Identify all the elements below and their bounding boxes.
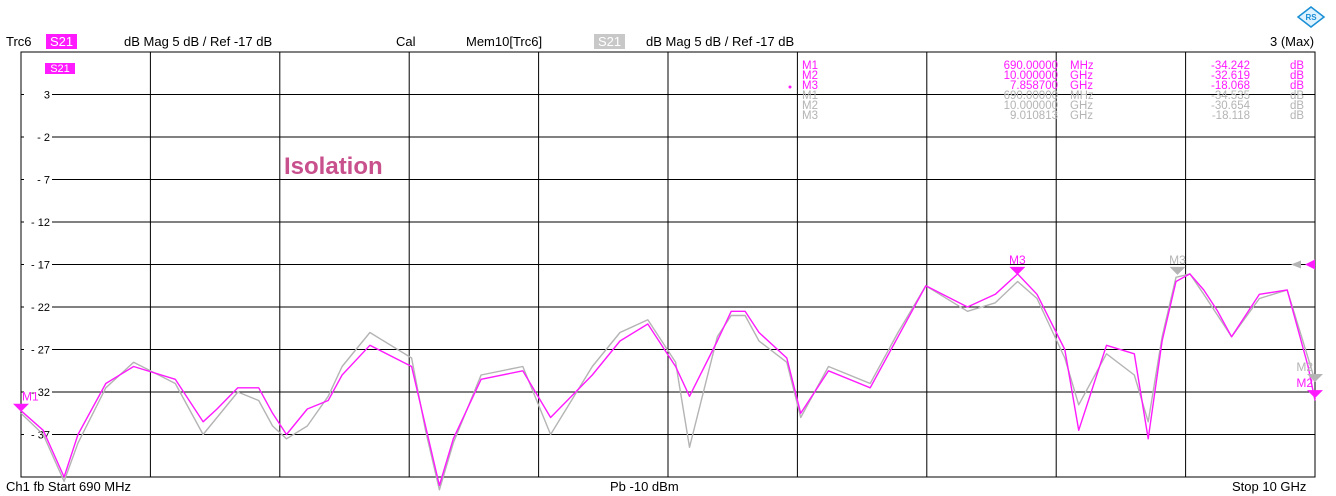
marker-row-vunit: dB [1290, 90, 1304, 102]
trace-line-memory [20, 273, 1316, 491]
y-tick-label: 3 [44, 90, 50, 102]
ref-level-memory-arrow-icon [1291, 260, 1301, 269]
y-tick-label: - 2 [37, 132, 50, 144]
marker-table: M1 690.00000 MHz -34.242 dB M2 10.000000 GHz -32… [788, 60, 1304, 122]
y-tick-label: - 12 [31, 217, 50, 229]
y-tick-label-bg [24, 172, 52, 187]
marker-row-value: -18.118 [1212, 110, 1250, 122]
marker-row-x: 9.010813 [1010, 110, 1058, 122]
y-tick-label: - 27 [31, 345, 50, 357]
marker-row-unit: MHz [1070, 90, 1094, 102]
y-tick-label: - 22 [31, 302, 50, 314]
stop-info[interactable]: Stop 10 GHz [1232, 479, 1307, 494]
marker-row-vunit: dB [1290, 60, 1304, 72]
marker-row-name: M1 [802, 90, 818, 102]
cal-indicator: Cal [396, 34, 416, 49]
trace-name-label: S21 [50, 63, 70, 75]
memory-trace-id[interactable]: Mem10[Trc6] [466, 34, 543, 49]
memory-param-badge[interactable]: S21 [594, 34, 626, 49]
y-axis-labels: 3- 2- 7- 12- 17- 22- 27- 32- 37 [24, 87, 52, 442]
active-marker-dot [788, 85, 792, 89]
marker-row-value: -32.619 [1211, 70, 1250, 82]
marker-row-x: 690.00000 [1004, 90, 1058, 102]
y-tick-label-bg [24, 385, 52, 399]
isolation-annotation: Isolation [284, 153, 383, 180]
y-tick-label-bg [24, 215, 52, 229]
marker-row-name: M2 [802, 70, 818, 82]
marker-m1-icon[interactable] [13, 403, 29, 412]
channel-footer: Ch1 fb Start 690 MHz Pb -10 dBm Stop 10 … [0, 479, 1336, 495]
marker-row-unit: GHz [1070, 80, 1093, 92]
marker-row-name: M2 [802, 100, 818, 112]
marker-m2-icon[interactable] [1307, 390, 1323, 399]
y-tick-label-bg [24, 130, 52, 144]
marker-row-unit: GHz [1070, 70, 1093, 82]
marker-row-value: -30.654 [1211, 100, 1251, 112]
y-tick-label: - 7 [37, 175, 50, 187]
marker-row-x: 10.000000 [1004, 100, 1058, 112]
ref-level-arrow-icon [1305, 259, 1315, 270]
marker-row-x: 690.00000 [1004, 60, 1058, 72]
marker-row-unit: MHz [1070, 60, 1094, 72]
trace-param-badge[interactable]: S21 [46, 34, 78, 49]
marker-label: M3 [1169, 253, 1186, 267]
marker-label: M3 [1009, 253, 1026, 267]
marker-row-name: M3 [802, 110, 818, 122]
power-info[interactable]: Pb -10 dBm [610, 479, 679, 494]
marker-label: M2 [1296, 360, 1313, 374]
channel-info[interactable]: Ch1 fb Start 690 MHz [6, 479, 131, 494]
max-indicator: 3 (Max) [1270, 34, 1315, 49]
marker-row-value: -34.535 [1211, 90, 1250, 102]
trace-id[interactable]: Trc6 [6, 34, 32, 49]
annotations: S21 Isolation [45, 63, 383, 180]
y-tick-label-bg [24, 257, 52, 272]
trace-format[interactable]: dB Mag 5 dB / Ref -17 dB [124, 34, 273, 49]
marker-row-x: 10.000000 [1004, 70, 1058, 82]
marker-row-vunit: dB [1290, 100, 1304, 112]
marker-m2-icon[interactable] [1307, 373, 1323, 382]
traces [20, 273, 1316, 491]
marker-row-value: -34.242 [1211, 60, 1250, 72]
marker-row-x: 7.858700 [1010, 80, 1058, 92]
marker-m3-icon[interactable] [1169, 266, 1186, 275]
trace-line-s21 [20, 273, 1316, 487]
marker-row-name: M1 [802, 60, 818, 72]
rohde-schwarz-logo-icon: RS [1296, 6, 1326, 28]
svg-text:RS: RS [1305, 13, 1317, 22]
marker-row-name: M3 [802, 80, 818, 92]
marker-label: M1 [22, 390, 39, 404]
y-tick-label-bg [24, 342, 52, 357]
y-tick-label-bg [24, 87, 52, 102]
trace-name-badge [45, 63, 75, 74]
grid [20, 51, 1316, 478]
marker-row-value: -18.068 [1211, 80, 1250, 92]
marker-row-unit: GHz [1070, 100, 1093, 112]
y-tick-label-bg [24, 300, 52, 314]
trace-header: Trc6 S21 dB Mag 5 dB / Ref -17 dB Cal Me… [0, 34, 1336, 50]
memory-format[interactable]: dB Mag 5 dB / Ref -17 dB [646, 34, 795, 49]
y-tick-label: - 17 [31, 260, 50, 272]
marker-row-vunit: dB [1290, 110, 1304, 122]
marker-m3-icon[interactable] [1009, 266, 1026, 275]
marker-row-vunit: dB [1290, 70, 1304, 82]
markers[interactable]: M1 M3 M3 M2 M2 [13, 253, 1323, 412]
marker-label: M2 [1296, 376, 1313, 390]
y-tick-label: - 32 [31, 387, 50, 399]
marker-row-vunit: dB [1290, 80, 1304, 92]
marker-row-unit: GHz [1070, 110, 1093, 122]
